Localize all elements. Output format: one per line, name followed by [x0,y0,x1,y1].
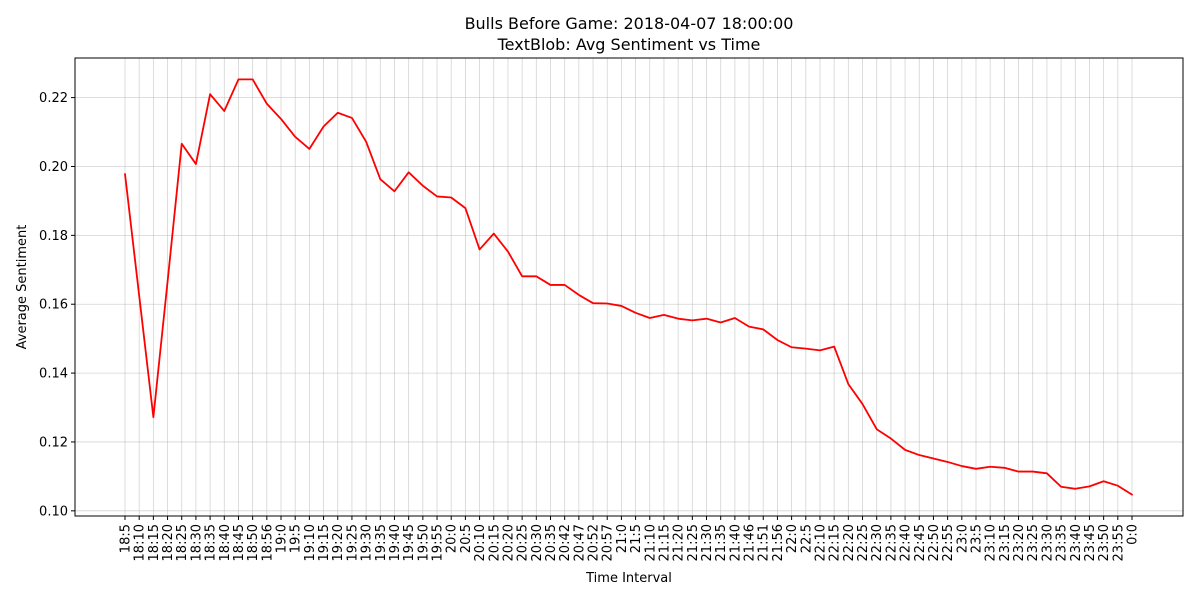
x-tick-label: 0:0 [1126,524,1141,545]
x-tick-label: 21:40 [728,524,743,561]
x-tick-label: 21:0 [615,524,630,553]
x-tick-label: 19:50 [416,524,431,561]
x-tick-label: 19:35 [374,524,389,561]
x-tick-label: 23:0 [955,524,970,553]
x-tick-label: 23:40 [1069,524,1084,561]
x-tick-label: 23:10 [984,524,999,561]
x-tick-label: 23:55 [1111,524,1126,561]
x-tick-label: 18:15 [147,524,162,561]
x-tick-label: 20:5 [459,524,474,553]
x-tick-label: 23:35 [1055,524,1070,561]
x-tick-label: 18:5 [119,524,134,553]
x-tick-label: 18:56 [260,524,275,561]
x-tick-label: 20:0 [445,524,460,553]
x-axis-label: Time Interval [585,571,672,586]
x-tick-label: 19:15 [317,524,332,561]
x-tick-label: 22:15 [828,524,843,561]
x-tick-label: 21:35 [714,524,729,561]
sentiment-series-line [124,78,1133,496]
x-tick-label: 20:15 [487,524,502,561]
x-tick-label: 21:51 [757,524,772,561]
x-tick-label: 19:5 [289,524,304,553]
x-tick-label: 22:55 [941,524,956,561]
x-tick-label: 18:50 [246,524,261,561]
x-tick-label: 20:10 [473,524,488,561]
x-tick-label: 18:25 [175,524,190,561]
x-tick-label: 18:20 [161,524,176,561]
x-tick-label: 19:55 [431,524,446,561]
chart-title: Bulls Before Game: 2018-04-07 18:00:00 [465,14,794,33]
x-tick-label: 20:35 [544,524,559,561]
x-tick-label: 22:5 [799,524,814,553]
x-tick-label: 22:30 [870,524,885,561]
x-tick-label: 22:10 [813,524,828,561]
chart-subtitle: TextBlob: Avg Sentiment vs Time [497,35,761,54]
x-axis: 18:5 18:10 18:15 18:20 18:25 18:30 18:35 18:40 1… [119,516,1141,561]
x-tick-label: 19:40 [388,524,403,561]
x-tick-label: 22:20 [842,524,857,561]
series-layer [124,78,1133,496]
x-tick-label: 21:20 [672,524,687,561]
x-tick-label: 18:45 [232,524,247,561]
x-tick-label: 21:56 [771,524,786,561]
x-tick-label: 21:25 [686,524,701,561]
x-tick-label: 21:15 [657,524,672,561]
x-tick-label: 22:35 [884,524,899,561]
y-tick-label: 0.22 [39,91,68,106]
x-tick-label: 20:42 [558,524,573,561]
y-tick-label: 0.18 [39,229,68,244]
x-tick-label: 19:10 [303,524,318,561]
x-tick-label: 22:50 [927,524,942,561]
x-tick-label: 18:35 [204,524,219,561]
x-tick-label: 21:30 [700,524,715,561]
x-tick-label: 18:40 [218,524,233,561]
x-tick-label: 20:57 [601,524,616,561]
x-tick-label: 20:47 [572,524,587,561]
x-tick-label: 18:30 [189,524,204,561]
x-tick-label: 22:0 [785,524,800,553]
x-tick-label: 22:25 [856,524,871,561]
x-tick-label: 22:45 [913,524,928,561]
plot-frame [74,57,1184,517]
x-tick-label: 23:45 [1083,524,1098,561]
x-tick-label: 20:52 [587,524,602,561]
x-tick-label: 20:30 [530,524,545,561]
x-tick-label: 19:45 [402,524,417,561]
x-tick-label: 23:30 [1040,524,1055,561]
y-tick-label: 0.16 [39,298,68,313]
x-tick-label: 21:5 [629,524,644,553]
x-tick-label: 19:30 [360,524,375,561]
x-tick-label: 19:25 [345,524,360,561]
x-tick-label: 20:20 [501,524,516,561]
y-tick-label: 0.12 [39,435,68,450]
y-axis: 0.10 0.12 0.14 0.16 0.18 0.20 0.22 [39,91,75,519]
y-tick-label: 0.20 [39,160,68,175]
x-tick-label: 21:46 [743,524,758,561]
y-tick-label: 0.14 [39,367,68,382]
x-tick-label: 22:40 [899,524,914,561]
x-tick-label: 23:50 [1097,524,1112,561]
x-tick-label: 19:20 [331,524,346,561]
y-tick-label: 0.10 [39,504,68,519]
x-tick-label: 19:0 [275,524,290,553]
y-axis-label: Average Sentiment [15,225,30,350]
x-tick-label: 23:5 [969,524,984,553]
x-tick-label: 18:10 [133,524,148,561]
grid-lines [75,58,1183,516]
x-tick-label: 23:20 [1012,524,1027,561]
x-tick-label: 23:15 [998,524,1013,561]
x-tick-label: 21:10 [643,524,658,561]
x-tick-label: 23:25 [1026,524,1041,561]
x-tick-label: 20:25 [516,524,531,561]
